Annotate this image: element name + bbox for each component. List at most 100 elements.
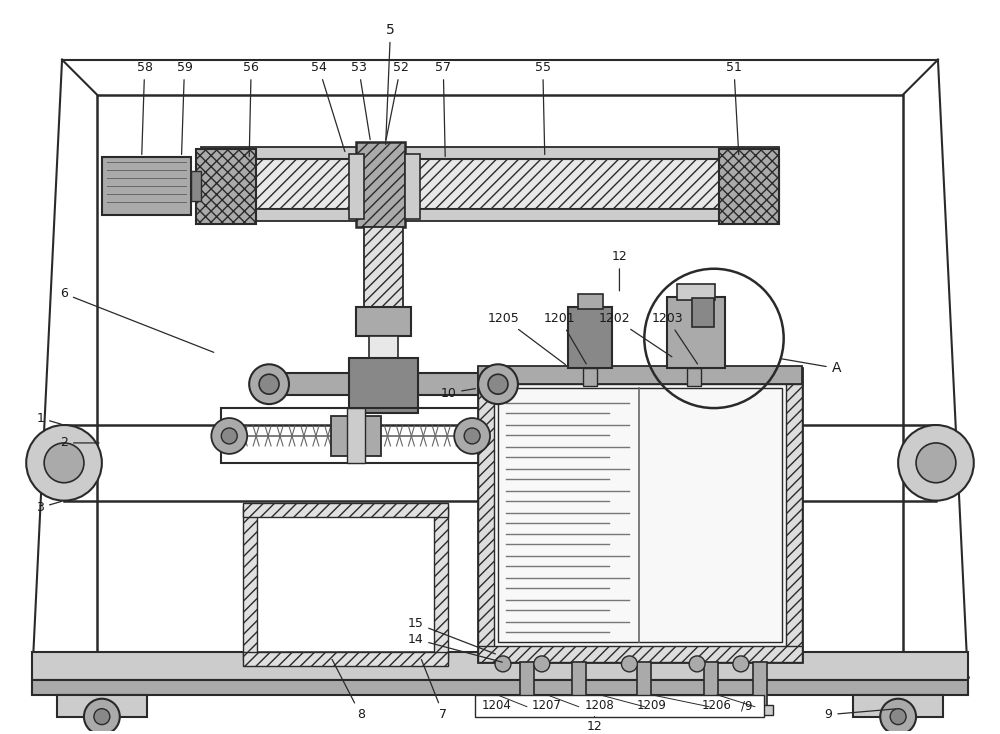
Text: 1201: 1201 — [544, 312, 586, 364]
Text: 8: 8 — [332, 659, 365, 721]
Bar — [364, 227, 403, 307]
Circle shape — [84, 699, 120, 734]
Text: 51: 51 — [726, 61, 742, 154]
Text: 52: 52 — [386, 61, 408, 139]
Bar — [687, 368, 701, 386]
Bar — [572, 662, 586, 707]
Bar — [478, 368, 494, 662]
Circle shape — [890, 709, 906, 724]
Bar — [201, 148, 779, 159]
Bar — [520, 662, 534, 707]
Circle shape — [464, 428, 480, 444]
Circle shape — [488, 374, 508, 394]
Text: 57: 57 — [435, 61, 451, 156]
Text: 1208: 1208 — [585, 700, 614, 712]
Bar — [853, 695, 943, 716]
Circle shape — [44, 443, 84, 483]
Text: 10: 10 — [440, 387, 475, 399]
Bar — [405, 154, 420, 219]
Bar — [747, 705, 773, 715]
Text: 1: 1 — [36, 412, 61, 424]
Text: /9: /9 — [741, 700, 753, 712]
Bar — [243, 506, 257, 660]
Text: 1205: 1205 — [488, 312, 565, 365]
Bar — [32, 652, 968, 680]
Bar — [478, 646, 802, 662]
Bar — [249, 512, 443, 652]
Bar — [578, 294, 603, 308]
Bar — [692, 297, 714, 327]
Circle shape — [495, 656, 511, 672]
Bar — [786, 368, 802, 662]
Circle shape — [211, 418, 247, 454]
Bar — [478, 368, 802, 662]
Text: 1204: 1204 — [482, 700, 512, 712]
Circle shape — [249, 364, 289, 404]
Circle shape — [689, 656, 705, 672]
Circle shape — [259, 374, 279, 394]
Circle shape — [26, 425, 102, 501]
Bar — [97, 95, 903, 682]
Text: 1209: 1209 — [636, 700, 666, 712]
Circle shape — [478, 364, 518, 404]
Circle shape — [733, 656, 749, 672]
Bar — [201, 159, 779, 209]
Bar — [356, 142, 405, 227]
Text: 56: 56 — [243, 61, 259, 156]
Bar — [201, 209, 779, 221]
Text: A: A — [781, 359, 841, 375]
Bar — [269, 374, 498, 395]
Circle shape — [898, 425, 974, 501]
Bar — [478, 368, 802, 384]
Bar — [349, 358, 418, 413]
Circle shape — [94, 709, 110, 724]
Text: 12: 12 — [587, 716, 602, 733]
Circle shape — [880, 699, 916, 734]
Bar — [698, 705, 724, 715]
Bar — [637, 662, 651, 707]
Text: 14: 14 — [408, 633, 502, 662]
Bar — [667, 297, 725, 368]
Text: 59: 59 — [177, 61, 192, 154]
Text: 1206: 1206 — [702, 700, 732, 712]
Bar — [356, 307, 411, 336]
Text: 5: 5 — [386, 23, 395, 145]
Bar — [631, 705, 657, 715]
Bar — [221, 408, 480, 463]
Bar — [677, 283, 715, 299]
Text: 54: 54 — [311, 61, 345, 152]
Text: 55: 55 — [535, 61, 551, 154]
Text: 9: 9 — [825, 708, 895, 721]
Bar — [566, 705, 592, 715]
Text: 7: 7 — [421, 660, 447, 721]
Bar — [478, 366, 802, 384]
Text: 3: 3 — [36, 501, 61, 514]
Bar — [583, 368, 597, 386]
Text: 58: 58 — [137, 61, 153, 154]
Bar — [347, 408, 365, 463]
Bar — [57, 695, 147, 716]
Bar — [434, 506, 448, 660]
Text: 1202: 1202 — [599, 312, 672, 357]
Bar — [243, 503, 448, 517]
Bar — [719, 149, 779, 224]
Text: 1203: 1203 — [651, 312, 698, 364]
Bar — [102, 157, 191, 215]
Bar — [475, 695, 764, 716]
Bar — [568, 307, 612, 368]
Bar — [753, 662, 767, 707]
Bar — [498, 388, 782, 642]
Text: 53: 53 — [351, 61, 370, 139]
Circle shape — [454, 418, 490, 454]
Circle shape — [221, 428, 237, 444]
Bar — [349, 154, 364, 219]
Text: 12: 12 — [612, 250, 627, 291]
Bar — [514, 705, 540, 715]
Text: 15: 15 — [407, 617, 495, 654]
Bar — [369, 336, 398, 377]
Bar — [243, 652, 448, 666]
Circle shape — [534, 656, 550, 672]
Text: 2: 2 — [60, 437, 99, 449]
Circle shape — [916, 443, 956, 483]
Bar — [704, 662, 718, 707]
